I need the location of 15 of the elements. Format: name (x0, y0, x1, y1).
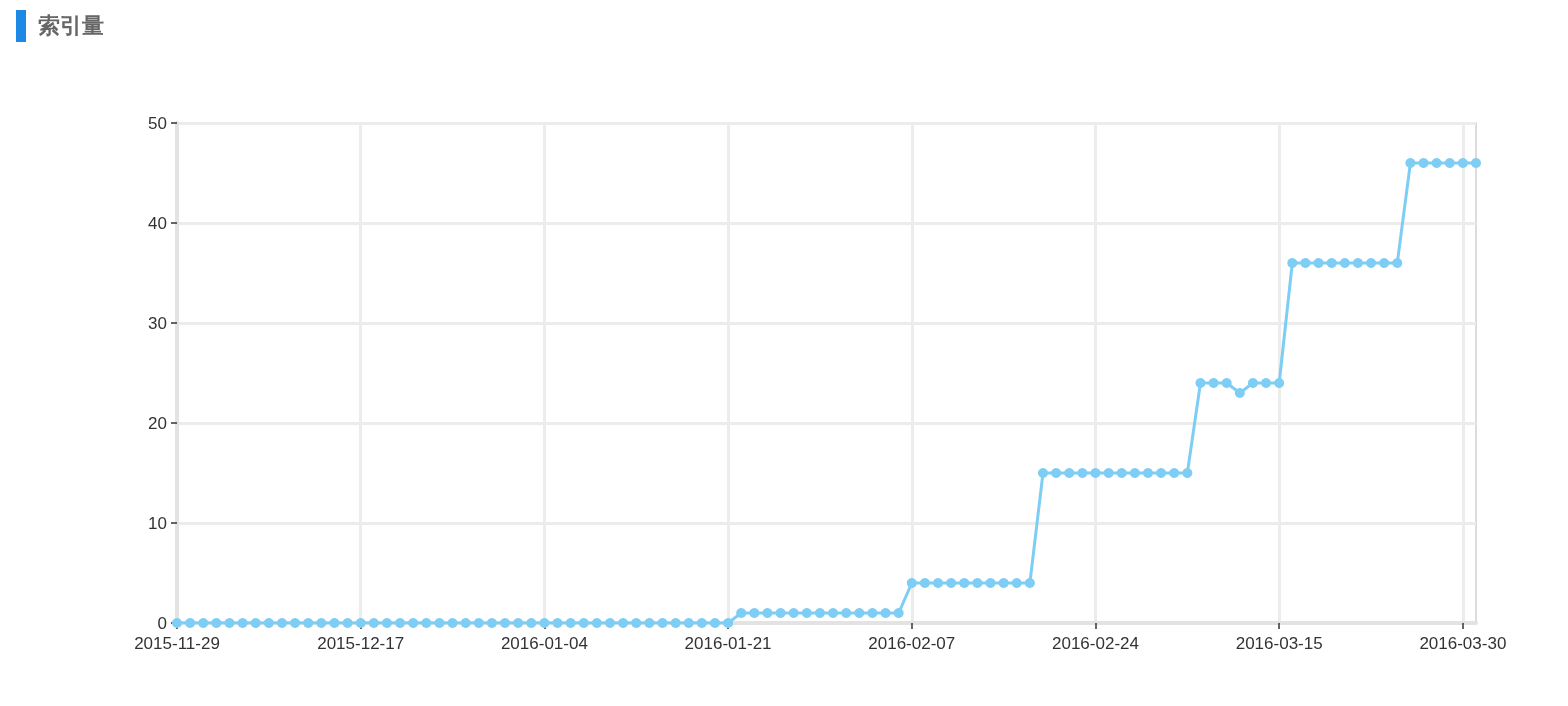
y-tick-label: 40 (148, 213, 167, 233)
x-tick-label: 2016-01-21 (684, 634, 772, 653)
chart-title: 索引量 (38, 12, 104, 40)
y-tick-label: 20 (148, 413, 167, 433)
y-tick-label: 0 (157, 613, 167, 633)
x-tick-label: 2015-12-17 (317, 634, 405, 653)
x-tick-label: 2016-02-07 (868, 634, 956, 653)
y-tick-label: 10 (148, 513, 167, 533)
x-tick-label: 2016-02-24 (1052, 634, 1139, 653)
y-tick-label: 50 (148, 113, 167, 133)
x-tick-label: 2016-03-30 (1419, 634, 1507, 653)
y-tick-label: 30 (148, 313, 167, 333)
x-tick-label: 2016-01-04 (500, 634, 588, 653)
x-tick-label: 2015-11-29 (134, 634, 220, 653)
x-tick-label: 2016-03-15 (1235, 634, 1323, 653)
